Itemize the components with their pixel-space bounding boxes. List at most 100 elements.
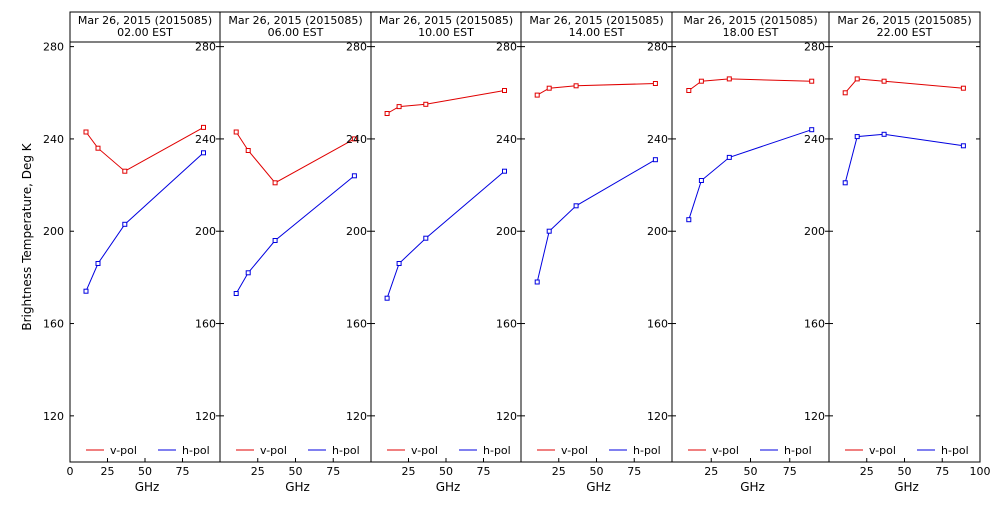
- panel-6: Mar 26, 2015 (2015085)22.00 EST 120 160 200…: [804, 11, 991, 494]
- y-tick-label: 280: [346, 41, 367, 54]
- panel-subtitle: 02.00 EST: [117, 26, 173, 39]
- data-point-v-pol: [573, 83, 579, 89]
- data-point-h-pol: [351, 173, 357, 179]
- series-line-h-pol: [688, 129, 812, 220]
- data-point-h-pol: [201, 150, 206, 156]
- panel-3: Mar 26, 2015 (2015085)10.00 EST 120 160 200…: [346, 11, 522, 494]
- series-line-v-pol: [536, 83, 656, 96]
- data-point-v-pol: [546, 85, 552, 91]
- data-point-v-pol: [384, 111, 390, 116]
- y-tick-label: 200: [647, 225, 668, 238]
- y-tick-label: 240: [43, 133, 64, 146]
- data-point-h-pol: [233, 291, 239, 296]
- panel-5: Mar 26, 2015 (2015085)18.00 EST 120 160 200…: [647, 11, 830, 494]
- data-point-h-pol: [573, 203, 579, 209]
- y-tick-label: 120: [647, 410, 668, 423]
- y-tick-label: 120: [43, 410, 64, 423]
- data-point-v-pol: [854, 76, 860, 82]
- x-tick-label: 50: [138, 465, 152, 478]
- panel-title: Mar 26, 2015 (2015085): [379, 14, 513, 27]
- x-tick-label: 50: [590, 465, 604, 478]
- y-tick-label: 120: [346, 410, 367, 423]
- data-point-v-pol: [502, 88, 507, 93]
- series-line-v-pol: [235, 131, 355, 184]
- data-point-h-pol: [384, 295, 390, 301]
- legend-label-h-pol: h-pol: [941, 444, 969, 457]
- x-tick-label: 25: [552, 465, 566, 478]
- y-tick-label: 280: [43, 41, 64, 54]
- panel-subtitle: 22.00 EST: [877, 26, 933, 39]
- data-point-h-pol: [546, 228, 552, 234]
- panel-frame: [828, 11, 981, 463]
- legend-label-h-pol: h-pol: [483, 444, 511, 457]
- panel-subtitle: 10.00 EST: [418, 26, 474, 39]
- data-point-v-pol: [122, 168, 128, 174]
- series-line-v-pol: [688, 78, 812, 91]
- data-point-v-pol: [272, 180, 278, 186]
- panel-subtitle: 18.00 EST: [723, 26, 779, 39]
- data-point-v-pol: [201, 124, 206, 130]
- x-axis-label: GHz: [436, 480, 461, 494]
- series-line-h-pol: [844, 133, 964, 183]
- data-point-v-pol: [726, 76, 732, 82]
- data-point-h-pol: [83, 288, 89, 294]
- series-line-h-pol: [235, 175, 355, 294]
- data-point-v-pol: [652, 81, 658, 86]
- panel-title: Mar 26, 2015 (2015085): [228, 14, 362, 27]
- panel-subtitle: 06.00 EST: [268, 26, 324, 39]
- y-tick-label: 160: [496, 318, 517, 331]
- data-point-v-pol: [233, 129, 239, 135]
- data-point-v-pol: [245, 148, 251, 153]
- data-point-h-pol: [960, 143, 966, 149]
- data-point-h-pol: [652, 157, 658, 163]
- x-axis-label: GHz: [740, 480, 765, 494]
- data-point-h-pol: [842, 180, 848, 186]
- x-tick-label: 25: [251, 465, 265, 478]
- x-axis-label: GHz: [586, 480, 611, 494]
- y-tick-label: 240: [346, 133, 367, 146]
- x-tick-label: 75: [783, 465, 797, 478]
- data-point-v-pol: [396, 104, 402, 110]
- legend-label-v-pol: v-pol: [712, 444, 739, 457]
- data-point-v-pol: [809, 78, 815, 84]
- data-point-h-pol: [809, 127, 815, 133]
- series-line-v-pol: [386, 90, 505, 114]
- x-tick-label: 50: [898, 465, 912, 478]
- data-point-v-pol: [351, 136, 357, 142]
- x-tick-label: 50: [744, 465, 758, 478]
- x-axis-label: GHz: [285, 480, 310, 494]
- y-tick-label: 280: [804, 41, 825, 54]
- panel-2: Mar 26, 2015 (2015085)06.00 EST 120 160 200…: [195, 11, 372, 494]
- data-point-h-pol: [881, 131, 887, 137]
- data-point-v-pol: [960, 85, 966, 91]
- legend-label-h-pol: h-pol: [332, 444, 360, 457]
- legend-label-h-pol: h-pol: [633, 444, 661, 457]
- x-tick-label: 75: [326, 465, 340, 478]
- data-point-v-pol: [842, 90, 848, 96]
- x-axis-label: GHz: [135, 480, 160, 494]
- data-point-h-pol: [396, 261, 402, 266]
- legend-label-v-pol: v-pol: [260, 444, 287, 457]
- y-tick-label: 200: [804, 225, 825, 238]
- data-point-h-pol: [423, 235, 429, 241]
- data-point-h-pol: [854, 134, 860, 140]
- data-point-h-pol: [686, 217, 692, 223]
- y-tick-label: 280: [647, 41, 668, 54]
- y-tick-label: 200: [43, 225, 64, 238]
- y-tick-label: 160: [43, 318, 64, 331]
- y-tick-label: 120: [496, 410, 517, 423]
- x-tick-label: 25: [860, 465, 874, 478]
- legend-label-v-pol: v-pol: [411, 444, 438, 457]
- data-point-h-pol: [122, 221, 128, 227]
- x-tick-label: 100: [970, 465, 991, 478]
- x-tick-label: 75: [477, 465, 491, 478]
- series-line-h-pol: [536, 159, 656, 283]
- panel-title: Mar 26, 2015 (2015085): [837, 14, 971, 27]
- x-tick-label: 25: [101, 465, 115, 478]
- y-tick-label: 160: [346, 318, 367, 331]
- data-point-h-pol: [272, 238, 278, 243]
- y-tick-label: 240: [804, 133, 825, 146]
- legend-label-v-pol: v-pol: [869, 444, 896, 457]
- panel-title: Mar 26, 2015 (2015085): [78, 14, 212, 27]
